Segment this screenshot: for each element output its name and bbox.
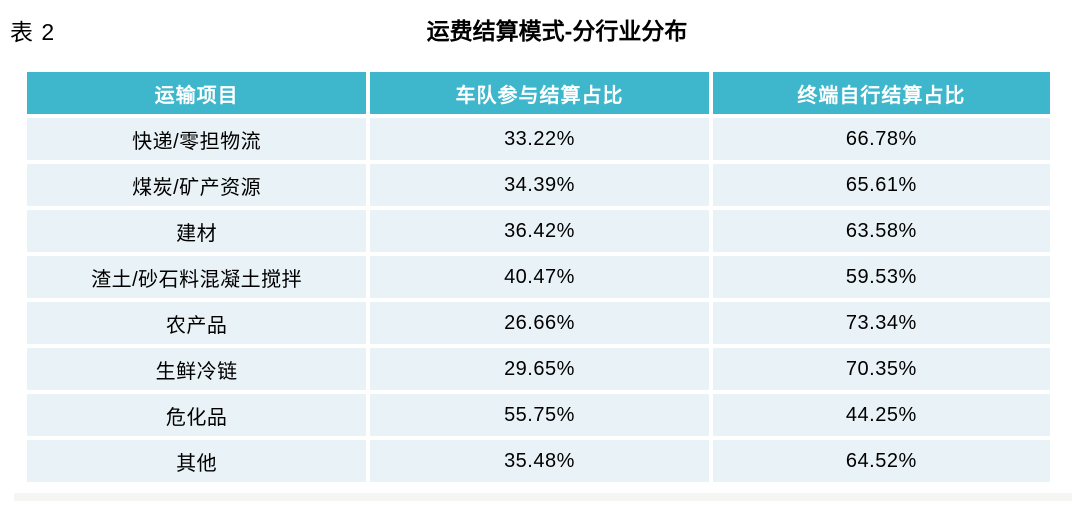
- terminal-share-cell: 59.53%: [712, 256, 1050, 298]
- row-label-cell: 农产品: [27, 302, 367, 344]
- fleet-share-cell: 55.75%: [370, 394, 709, 436]
- footer-strip: [14, 493, 1072, 501]
- terminal-share-cell: 64.52%: [712, 440, 1050, 482]
- row-label-cell: 其他: [27, 440, 367, 482]
- table-row: 危化品 55.75% 44.25%: [27, 394, 1050, 436]
- terminal-share-cell: 70.35%: [712, 348, 1050, 390]
- row-label-cell: 生鲜冷链: [27, 348, 367, 390]
- fleet-share-cell: 40.47%: [370, 256, 709, 298]
- table-title: 运费结算模式-分行业分布: [426, 18, 688, 44]
- table-header-row: 运输项目 车队参与结算占比 终端自行结算占比: [27, 72, 1050, 114]
- table-row: 农产品 26.66% 73.34%: [27, 302, 1050, 344]
- table-row: 煤炭/矿产资源 34.39% 65.61%: [27, 164, 1050, 206]
- terminal-share-cell: 65.61%: [712, 164, 1050, 206]
- freight-settlement-table: 运输项目 车队参与结算占比 终端自行结算占比 快递/零担物流 33.22% 66…: [23, 68, 1054, 486]
- table-row: 建材 36.42% 63.58%: [27, 210, 1050, 252]
- row-label-cell: 煤炭/矿产资源: [27, 164, 367, 206]
- header-cell-terminal-settlement-share: 终端自行结算占比: [712, 72, 1050, 114]
- terminal-share-cell: 63.58%: [712, 210, 1050, 252]
- fleet-share-cell: 26.66%: [370, 302, 709, 344]
- header-cell-fleet-settlement-share: 车队参与结算占比: [370, 72, 709, 114]
- terminal-share-cell: 73.34%: [712, 302, 1050, 344]
- fleet-share-cell: 36.42%: [370, 210, 709, 252]
- fleet-share-cell: 29.65%: [370, 348, 709, 390]
- fleet-share-cell: 33.22%: [370, 118, 709, 160]
- table-row: 渣土/砂石料混凝土搅拌 40.47% 59.53%: [27, 256, 1050, 298]
- table-row: 其他 35.48% 64.52%: [27, 440, 1050, 482]
- table-row: 快递/零担物流 33.22% 66.78%: [27, 118, 1050, 160]
- fleet-share-cell: 35.48%: [370, 440, 709, 482]
- row-label-cell: 危化品: [27, 394, 367, 436]
- fleet-share-cell: 34.39%: [370, 164, 709, 206]
- header-cell-transport-project: 运输项目: [27, 72, 367, 114]
- row-label-cell: 快递/零担物流: [27, 118, 367, 160]
- terminal-share-cell: 66.78%: [712, 118, 1050, 160]
- table-caption-label: 表 2: [10, 19, 56, 45]
- table-row: 生鲜冷链 29.65% 70.35%: [27, 348, 1050, 390]
- row-label-cell: 建材: [27, 210, 367, 252]
- terminal-share-cell: 44.25%: [712, 394, 1050, 436]
- row-label-cell: 渣土/砂石料混凝土搅拌: [27, 256, 367, 298]
